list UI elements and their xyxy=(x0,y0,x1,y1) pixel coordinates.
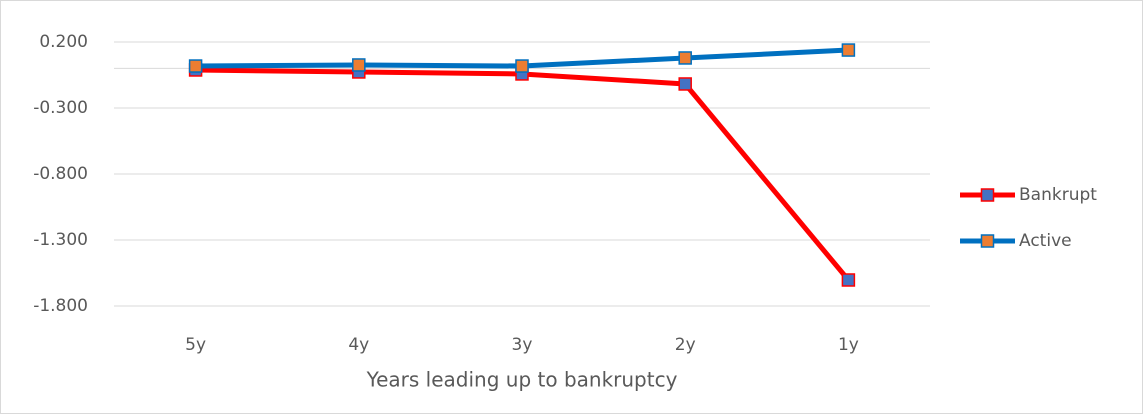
x-tick-label: 4y xyxy=(348,335,369,355)
point-marker xyxy=(352,58,366,72)
y-tick-label: 0.200 xyxy=(39,32,88,52)
y-tick-label: -0.300 xyxy=(33,98,88,118)
x-axis-title: Years leading up to bankruptcy xyxy=(366,368,678,392)
legend-marker xyxy=(980,234,995,248)
x-tick-label: 3y xyxy=(512,335,533,355)
point-marker xyxy=(188,59,203,73)
x-tick-label: 5y xyxy=(185,335,206,355)
x-tick-label: 1y xyxy=(838,335,859,355)
point-marker xyxy=(515,59,529,73)
y-tick-label: -0.800 xyxy=(33,164,88,184)
point-marker xyxy=(841,273,856,287)
legend-label: Bankrupt xyxy=(1019,185,1097,205)
point-marker xyxy=(678,51,692,65)
y-tick-label: -1.300 xyxy=(33,230,88,250)
y-tick-label: -1.800 xyxy=(33,296,88,316)
point-marker xyxy=(841,43,856,57)
legend-label: Active xyxy=(1019,231,1072,251)
point-marker xyxy=(678,77,692,91)
legend-marker xyxy=(980,188,995,202)
x-tick-label: 2y xyxy=(675,335,696,355)
